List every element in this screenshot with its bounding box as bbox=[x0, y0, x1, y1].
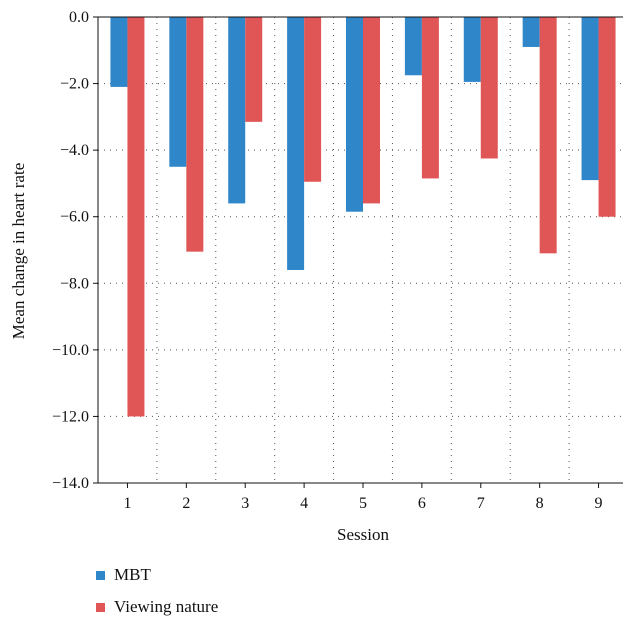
legend-item-mbt: MBT bbox=[96, 563, 218, 587]
x-tick-label: 8 bbox=[536, 495, 544, 512]
x-tick-label: 1 bbox=[123, 495, 131, 512]
y-tick-label: −4.0 bbox=[60, 142, 89, 159]
bar-mbt bbox=[110, 17, 128, 87]
x-tick-label: 7 bbox=[477, 495, 485, 512]
bar-viewing-nature bbox=[304, 17, 322, 182]
legend-swatch-mbt bbox=[96, 570, 105, 580]
y-tick-label: −2.0 bbox=[60, 76, 89, 93]
bar-mbt bbox=[169, 17, 187, 167]
y-tick-label: −6.0 bbox=[60, 209, 89, 226]
legend-label-viewing-nature: Viewing nature bbox=[114, 597, 219, 616]
bar-viewing-nature bbox=[539, 17, 557, 254]
bars bbox=[110, 17, 616, 417]
legend: MBT Viewing nature bbox=[96, 563, 218, 627]
x-tick-label: 6 bbox=[418, 495, 426, 512]
y-tick-labels: 0.0 −2.0 −4.0 −6.0 −8.0 −10.0 −12.0 −14.0 bbox=[52, 9, 98, 492]
bar-mbt bbox=[463, 17, 481, 82]
x-axis-label: Session bbox=[337, 525, 389, 544]
bar-viewing-nature bbox=[245, 17, 263, 122]
x-tick-label: 9 bbox=[595, 495, 603, 512]
bar-mbt bbox=[228, 17, 246, 204]
bar-viewing-nature bbox=[421, 17, 439, 179]
bar-viewing-nature bbox=[598, 17, 616, 217]
bar-viewing-nature bbox=[480, 17, 498, 159]
x-tick-labels: 1 2 3 4 5 6 7 8 9 bbox=[123, 483, 603, 512]
bar-mbt bbox=[581, 17, 599, 181]
y-tick-label: 0.0 bbox=[69, 9, 89, 26]
bar-viewing-nature bbox=[127, 17, 145, 417]
bar-chart: 0.0 −2.0 −4.0 −6.0 −8.0 −10.0 −12.0 −14.0 1 2 3 4 5… bbox=[9, 9, 623, 544]
y-tick-label: −12.0 bbox=[52, 408, 89, 425]
y-axis-label: Mean change in heart rate bbox=[9, 163, 28, 340]
y-tick-label: −10.0 bbox=[52, 342, 89, 359]
y-tick-label: −8.0 bbox=[60, 275, 89, 292]
bar-viewing-nature bbox=[186, 17, 204, 252]
legend-item-viewing-nature: Viewing nature bbox=[96, 595, 218, 619]
legend-swatch-viewing-nature bbox=[96, 602, 105, 612]
bar-mbt bbox=[522, 17, 540, 47]
bar-mbt bbox=[404, 17, 422, 76]
y-tick-label: −14.0 bbox=[52, 475, 89, 492]
x-tick-label: 3 bbox=[241, 495, 249, 512]
legend-label-mbt: MBT bbox=[114, 565, 151, 584]
x-tick-label: 5 bbox=[359, 495, 367, 512]
bar-mbt bbox=[346, 17, 363, 212]
x-tick-label: 2 bbox=[182, 495, 190, 512]
x-tick-label: 4 bbox=[300, 495, 308, 512]
bar-viewing-nature bbox=[363, 17, 380, 204]
bar-mbt bbox=[287, 17, 305, 270]
